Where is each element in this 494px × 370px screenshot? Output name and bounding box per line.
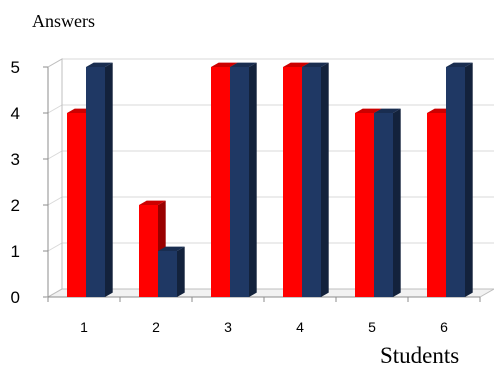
bar bbox=[446, 62, 473, 297]
y-axis-title: Answers bbox=[32, 11, 95, 31]
bar bbox=[302, 62, 329, 297]
x-tick-label: 2 bbox=[152, 319, 160, 335]
x-tick-labels: 1 2 3 4 5 6 bbox=[80, 319, 448, 335]
bar bbox=[158, 246, 185, 297]
x-tick-label: 1 bbox=[80, 319, 88, 335]
x-tick-label: 5 bbox=[368, 319, 376, 335]
bars bbox=[67, 62, 473, 297]
bar bbox=[86, 62, 113, 297]
y-tick-label: 1 bbox=[11, 242, 20, 261]
gridline bbox=[47, 58, 494, 68]
y-tick-label: 5 bbox=[11, 58, 20, 77]
y-tick-label: 0 bbox=[11, 288, 20, 307]
y-tick-label: 3 bbox=[11, 150, 20, 169]
x-tick-label: 4 bbox=[296, 319, 304, 335]
y-tick-labels: 0 1 2 3 4 5 bbox=[11, 58, 20, 307]
side-wall bbox=[47, 58, 63, 298]
x-axis-title: Students bbox=[380, 343, 459, 368]
x-tick-label: 3 bbox=[224, 319, 232, 335]
bar bbox=[230, 62, 257, 297]
gridline bbox=[47, 104, 494, 114]
bar bbox=[374, 108, 401, 297]
y-tick-label: 4 bbox=[11, 104, 20, 123]
y-tick-label: 2 bbox=[11, 196, 20, 215]
x-tick-label: 6 bbox=[440, 319, 448, 335]
